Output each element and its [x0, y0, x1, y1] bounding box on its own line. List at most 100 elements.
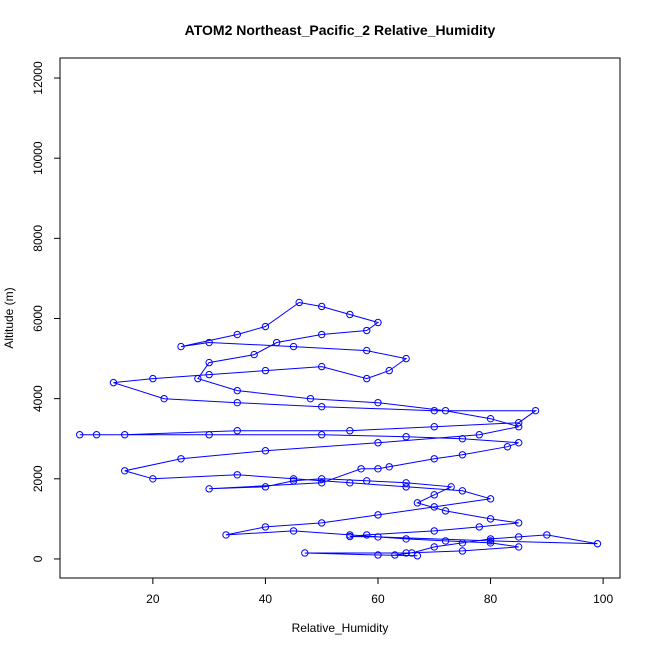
data-point [318, 330, 326, 339]
data-point [318, 431, 326, 439]
data-point [233, 471, 241, 479]
data-point [363, 477, 371, 485]
data-point [318, 479, 326, 487]
data-point [486, 495, 495, 503]
data-point [430, 455, 438, 463]
data-point [306, 394, 315, 403]
data-point [261, 483, 270, 491]
data-point [272, 338, 281, 347]
data-point [289, 477, 298, 485]
data-point [92, 431, 101, 439]
x-tick-label: 60 [371, 592, 385, 606]
data-point [514, 543, 523, 551]
data-point [430, 423, 438, 431]
plot-box [59, 57, 621, 579]
data-point [160, 394, 168, 403]
data-point [295, 298, 303, 307]
data-point [346, 427, 354, 435]
data-point [289, 342, 298, 351]
data-point [250, 350, 258, 359]
data-point [374, 551, 382, 559]
data-point [430, 406, 438, 415]
data-point [441, 406, 450, 415]
data-point [222, 531, 230, 539]
data-point [346, 479, 354, 487]
data-point [441, 507, 450, 515]
y-tick-label: 12000 [31, 61, 45, 95]
data-point [475, 431, 483, 439]
data-point [261, 322, 270, 331]
data-point [318, 302, 326, 311]
data-point [503, 443, 512, 451]
data-point [374, 318, 382, 327]
data-point [402, 535, 410, 543]
data-point [514, 419, 523, 427]
data-point [363, 374, 371, 383]
y-tick-label: 0 [31, 555, 45, 562]
data-point [205, 431, 213, 439]
x-tick-label: 80 [484, 592, 498, 606]
data-point [374, 511, 382, 519]
data-point [402, 479, 410, 487]
data-point [385, 366, 393, 375]
y-tick-label: 6000 [31, 305, 45, 332]
x-axis-label: Relative_Humidity [292, 621, 389, 635]
data-point [458, 451, 467, 459]
data-point [346, 531, 354, 539]
data-point [402, 549, 410, 557]
data-point [486, 537, 495, 545]
data-point [233, 398, 241, 407]
data-point [486, 535, 495, 543]
data-point [363, 531, 371, 539]
data-point [205, 338, 213, 347]
data-point [261, 523, 270, 531]
data-point [233, 386, 241, 395]
data-point [109, 378, 118, 387]
data-point [121, 431, 129, 439]
data-point [402, 354, 410, 363]
data-point [205, 358, 213, 367]
data-point [75, 431, 84, 439]
data-point [402, 483, 410, 491]
data-point [413, 499, 422, 507]
data-point [447, 483, 455, 491]
data-point [486, 414, 495, 423]
data-point [194, 374, 202, 383]
data-point [458, 435, 467, 443]
data-point [261, 447, 270, 455]
data-point [301, 549, 309, 557]
data-point [205, 485, 213, 493]
data-point [357, 465, 365, 473]
chart-title: ATOM2 Northeast_Pacific_2 Relative_Humid… [185, 22, 496, 38]
data-point [374, 398, 382, 407]
data-point [318, 475, 326, 483]
data-point [441, 537, 450, 545]
data-point [391, 551, 399, 559]
y-tick-label: 8000 [31, 225, 45, 252]
data-point [374, 439, 382, 447]
data-point [430, 543, 438, 551]
data-point [374, 533, 382, 541]
data-point [318, 402, 326, 411]
data-point [514, 423, 523, 431]
data-point [408, 549, 416, 557]
data-point [531, 406, 540, 415]
data-point [593, 540, 602, 548]
data-point [458, 539, 467, 547]
y-tick-label: 4000 [31, 385, 45, 412]
data-point [233, 330, 241, 339]
x-tick-label: 100 [593, 592, 613, 606]
data-point [514, 533, 523, 541]
x-tick-label: 40 [259, 592, 273, 606]
data-point [121, 467, 129, 475]
data-point [177, 455, 185, 463]
data-point [261, 366, 270, 375]
x-tick-label: 20 [146, 592, 160, 606]
data-point [363, 326, 371, 335]
data-point [486, 539, 495, 547]
data-point [233, 427, 241, 435]
data-point [413, 552, 422, 560]
data-point [177, 342, 185, 351]
